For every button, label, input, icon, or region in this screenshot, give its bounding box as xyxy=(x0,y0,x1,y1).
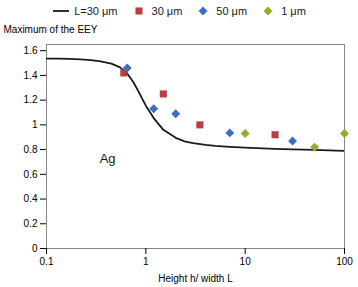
svg-text:0: 0 xyxy=(32,243,38,254)
svg-text:0.4: 0.4 xyxy=(24,193,38,204)
html-text:30 μm: 30 μm xyxy=(151,5,183,17)
svg-text:10: 10 xyxy=(240,256,252,267)
svg-text:Ag: Ag xyxy=(100,151,116,166)
svg-text:1.4: 1.4 xyxy=(24,70,38,81)
svg-text:0.6: 0.6 xyxy=(24,169,38,180)
svg-text:1.2: 1.2 xyxy=(24,94,38,105)
html-text:1 μm: 1 μm xyxy=(281,5,306,17)
svg-text:0.2: 0.2 xyxy=(24,218,38,229)
svg-text:1.6: 1.6 xyxy=(24,45,38,56)
svg-text:0.1: 0.1 xyxy=(40,256,54,267)
svg-text:0.8: 0.8 xyxy=(24,144,38,155)
svg-text:1: 1 xyxy=(32,119,38,130)
svg-text:Height h/ width L: Height h/ width L xyxy=(158,273,233,284)
svg-text:Maximum of the EEY: Maximum of the EEY xyxy=(4,24,98,35)
html-text:50 μm: 50 μm xyxy=(216,5,248,17)
html-text:L=30 μm: L=30 μm xyxy=(74,5,118,17)
svg-text:1: 1 xyxy=(143,256,149,267)
svg-text:100: 100 xyxy=(336,256,353,267)
